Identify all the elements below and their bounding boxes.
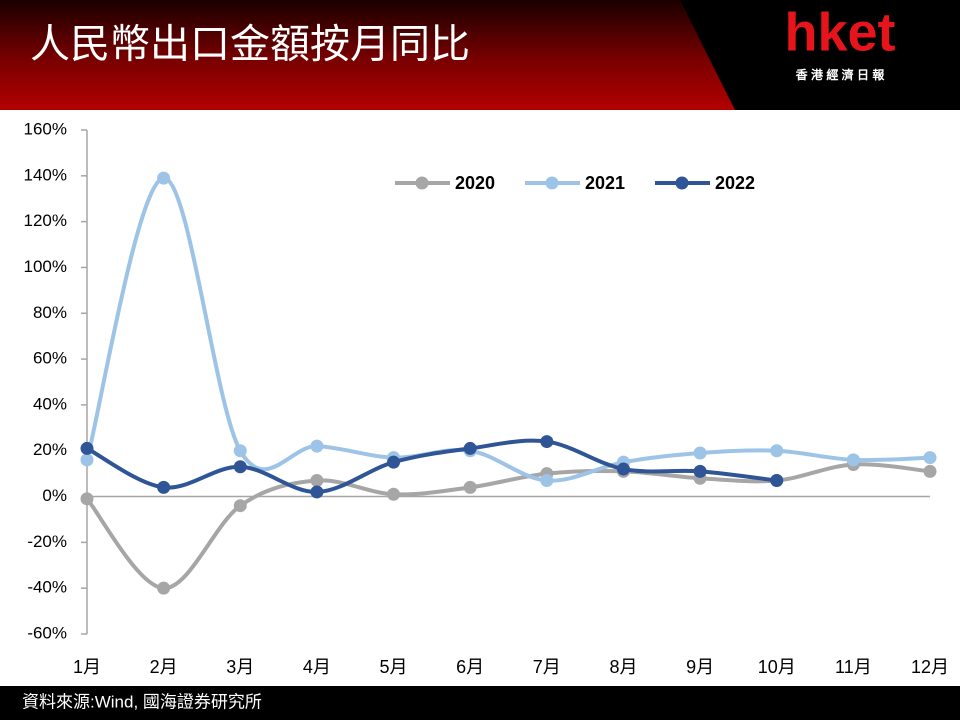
x-tick-label: 12月 xyxy=(911,657,949,677)
data-point xyxy=(616,462,630,476)
series-line xyxy=(85,176,931,483)
data-point xyxy=(540,474,554,488)
legend-label: 2020 xyxy=(455,173,495,193)
source-note: 資料來源:Wind, 國海證券研究所 xyxy=(22,692,262,711)
x-tick-label: 10月 xyxy=(758,657,796,677)
x-tick-label: 4月 xyxy=(303,657,331,677)
logo-brand: hket xyxy=(784,2,895,62)
x-tick-label: 7月 xyxy=(533,657,561,677)
x-tick-label: 5月 xyxy=(380,657,408,677)
y-tick-label: 20% xyxy=(33,440,67,459)
legend-marker xyxy=(415,176,429,190)
x-tick-label: 8月 xyxy=(609,657,637,677)
data-point xyxy=(923,464,937,478)
data-point xyxy=(80,492,94,506)
y-tick-label: 60% xyxy=(33,349,67,368)
legend-marker xyxy=(675,176,689,190)
data-point xyxy=(157,171,171,185)
data-point xyxy=(233,499,247,513)
data-point xyxy=(846,453,860,467)
y-tick-label: -40% xyxy=(27,578,67,597)
data-point xyxy=(310,474,324,488)
y-tick-label: 100% xyxy=(24,257,67,276)
y-tick-label: -60% xyxy=(27,623,67,642)
y-tick-label: -20% xyxy=(27,532,67,551)
y-tick-label: 140% xyxy=(24,165,67,184)
data-point xyxy=(387,487,401,501)
data-point xyxy=(80,453,94,467)
y-tick-label: 120% xyxy=(24,211,67,230)
footer-bar xyxy=(0,686,960,720)
x-tick-label: 3月 xyxy=(226,657,254,677)
data-point xyxy=(233,460,247,474)
x-tick-label: 6月 xyxy=(456,657,484,677)
legend-marker xyxy=(545,176,559,190)
x-tick-label: 2月 xyxy=(150,657,178,677)
data-point xyxy=(233,444,247,458)
y-tick-label: 160% xyxy=(24,119,67,138)
header-title: 人民幣出口金額按月同比 xyxy=(30,23,470,67)
x-tick-label: 11月 xyxy=(835,657,872,677)
series-line xyxy=(85,462,931,591)
data-point xyxy=(770,444,784,458)
data-point xyxy=(540,435,554,449)
data-point xyxy=(387,455,401,469)
data-point xyxy=(463,441,477,455)
logo-tagline: 香 港 經 濟 日 報 xyxy=(795,67,886,82)
y-tick-label: 80% xyxy=(33,303,67,322)
data-point xyxy=(80,441,94,455)
data-point xyxy=(463,480,477,494)
data-point xyxy=(157,581,171,595)
data-point xyxy=(770,474,784,488)
y-tick-label: 0% xyxy=(42,486,67,505)
data-point xyxy=(310,439,324,453)
series-line xyxy=(86,438,777,494)
x-tick-label: 9月 xyxy=(686,657,714,677)
data-point xyxy=(693,464,707,478)
data-point xyxy=(310,485,324,499)
legend-label: 2022 xyxy=(715,173,755,193)
x-tick-label: 1月 xyxy=(73,657,101,677)
y-tick-label: 40% xyxy=(33,394,67,413)
data-point xyxy=(693,446,707,460)
data-point xyxy=(923,451,937,465)
logo-panel xyxy=(680,0,960,110)
data-point xyxy=(157,480,171,494)
legend-label: 2021 xyxy=(585,173,625,193)
